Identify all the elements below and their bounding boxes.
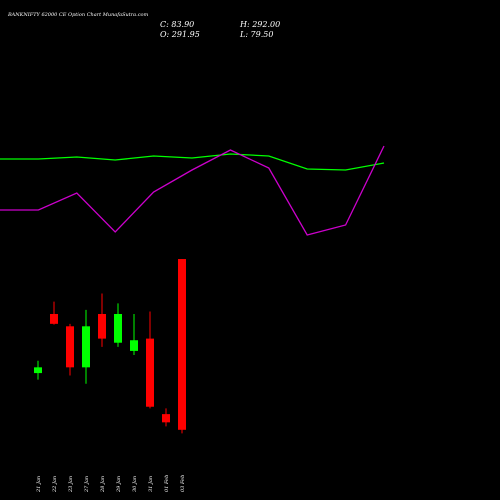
upper-line [0,153,385,171]
date-label: 03 Feb [180,475,186,492]
candle-body [130,340,138,351]
candle-body [98,313,106,339]
candle-body [66,326,74,368]
date-label: 27 Jan [84,476,90,493]
candle-body [50,313,58,324]
candle-body [114,313,122,343]
low-value: L: 79.50 [239,30,273,39]
date-label: 23 Jan [68,476,74,493]
open-value: O: 291.95 [160,30,200,39]
candle-body [146,338,154,407]
date-label: 22 Jan [52,476,58,493]
high-value: H: 292.00 [239,20,280,29]
date-label: 21 Jan [36,476,42,493]
indicator-lines [0,145,385,236]
candle-body [34,367,42,374]
lower-line [0,145,385,236]
candle-body [162,414,170,423]
close-value: C: 83.90 [160,20,194,29]
date-axis: 21 Jan 22 Jan 23 Jan 27 Jan 28 Jan 29 Jan 30 J… [36,475,186,493]
candle-body [178,259,186,430]
candles [34,259,186,434]
date-label: 30 Jan [132,476,138,492]
date-label: 29 Jan [116,476,122,493]
date-label: 01 Feb [164,475,170,492]
date-label: 28 Jan [100,476,106,493]
candle-body [82,326,90,368]
chart-title: BANKNIFTY 62000 CE Option Chart MunafaSu… [7,12,149,18]
date-label: 31 Jan [148,476,154,492]
